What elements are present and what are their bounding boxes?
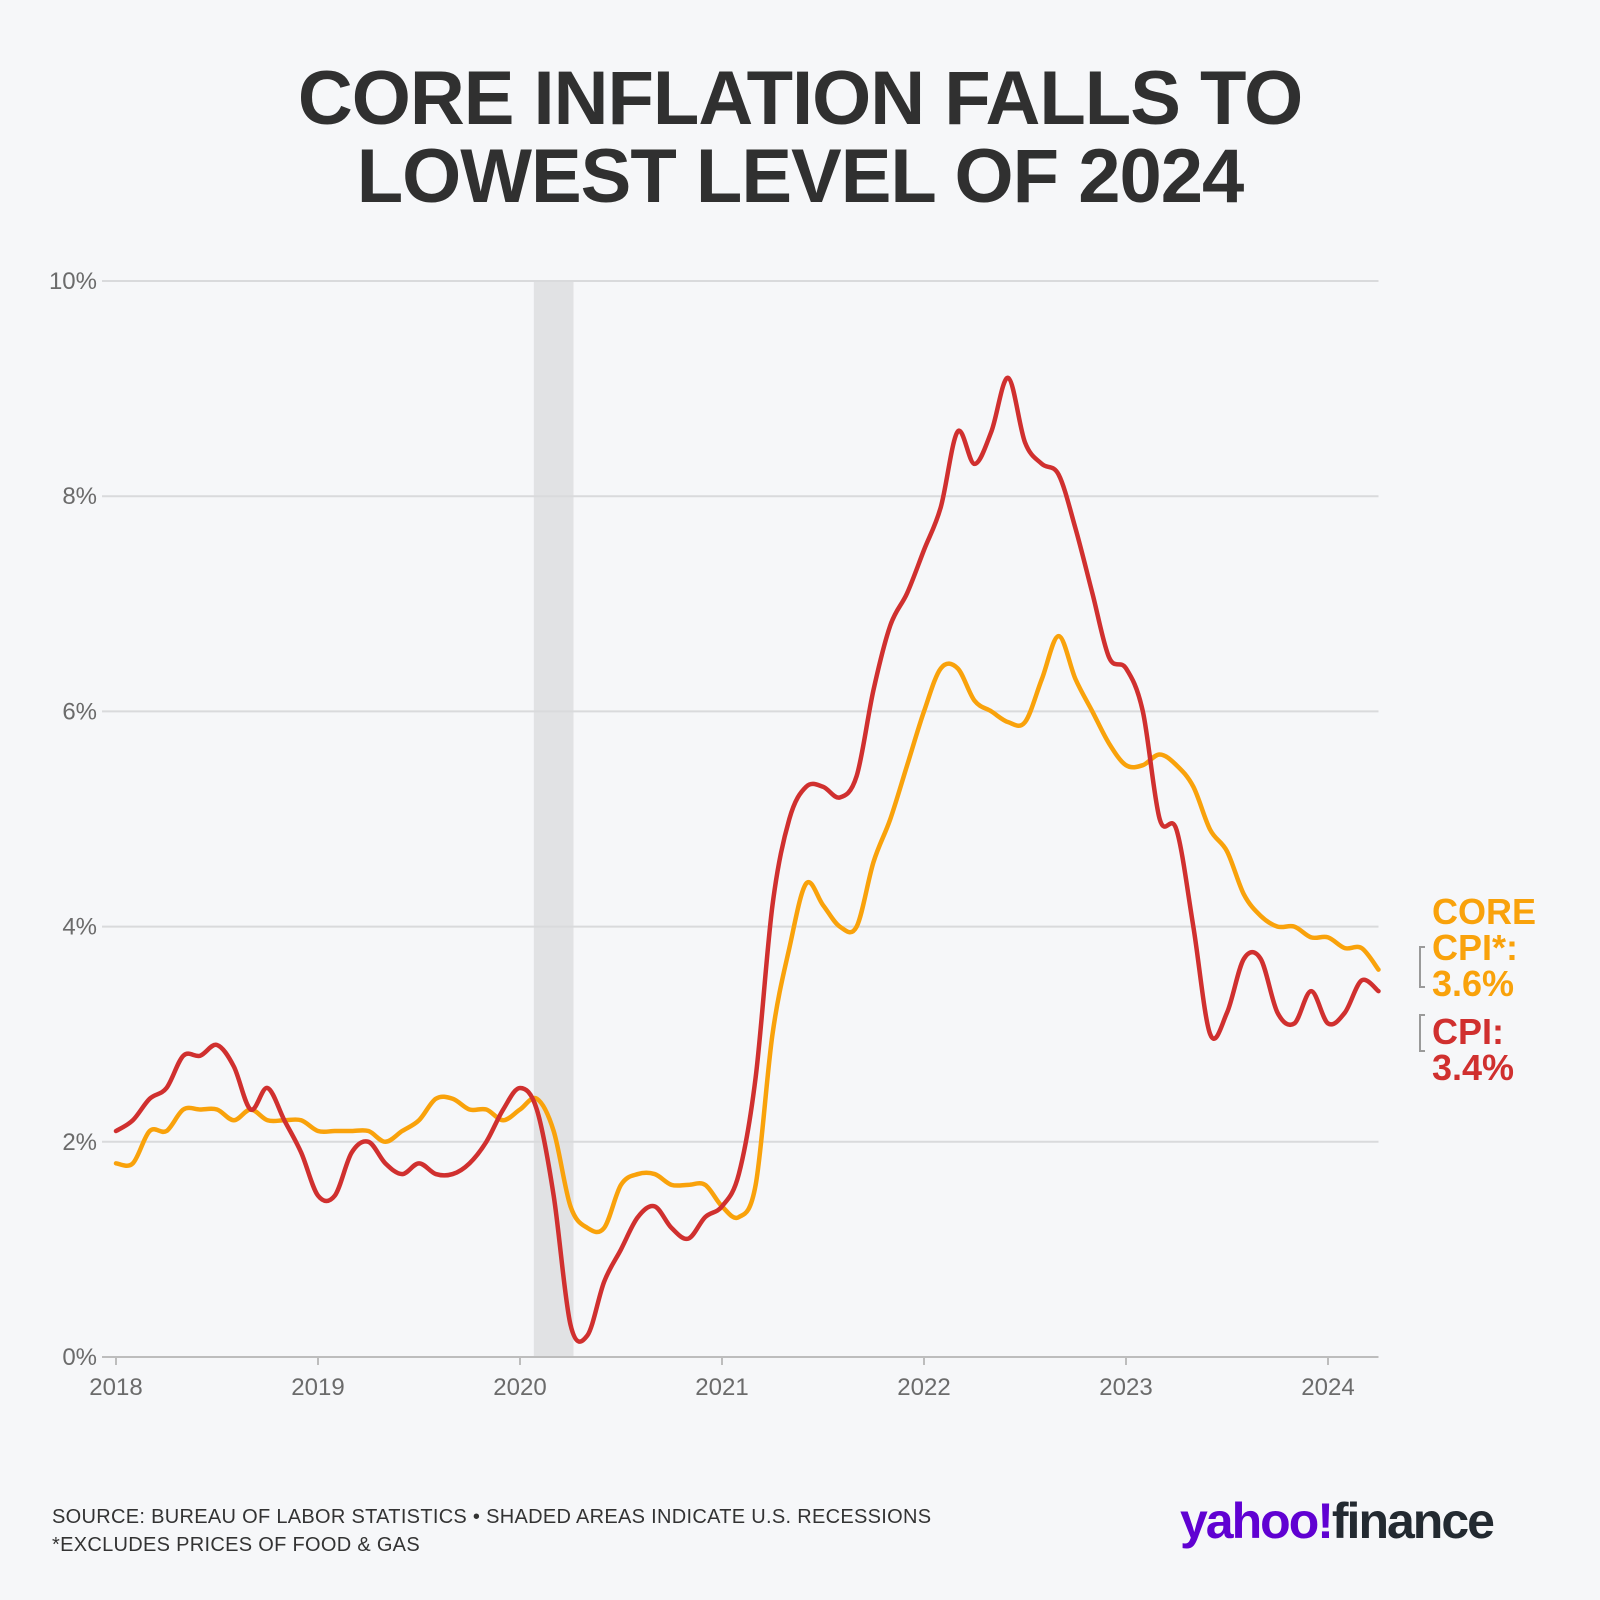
x-tick-label: 2020 (493, 1374, 546, 1401)
x-tick-label: 2019 (291, 1374, 344, 1401)
footnote: *EXCLUDES PRICES OF FOOD & GAS (52, 1534, 420, 1556)
logo-finance: finance (1331, 1493, 1495, 1549)
chart-title: CORE INFLATION FALLS TO LOWEST LEVEL OF … (0, 60, 1600, 216)
x-tick-label: 2021 (695, 1374, 748, 1401)
x-tick-label: 2024 (1301, 1374, 1354, 1401)
core-label-value: 3.6% (1432, 963, 1515, 1004)
y-tick-label: 10% (49, 268, 97, 295)
cpi-label-bracket (1419, 1014, 1425, 1052)
core-label-line: CORE (1432, 891, 1537, 932)
core-label-line: CPI*: (1432, 927, 1519, 968)
x-tick-label: 2023 (1099, 1374, 1152, 1401)
source-note: SOURCE: BUREAU OF LABOR STATISTICS • SHA… (52, 1506, 932, 1528)
footer: SOURCE: BUREAU OF LABOR STATISTICS • SHA… (52, 1503, 931, 1559)
x-tick-label: 2018 (89, 1374, 142, 1401)
y-tick-label: 4% (62, 914, 97, 941)
core-cpi-end-label: CORE CPI*: 3.6% (1432, 894, 1536, 1002)
core-cpi-line (113, 633, 1381, 1235)
cpi-label-line: CPI: (1432, 1011, 1504, 1052)
cpi-label-value: 3.4% (1432, 1047, 1515, 1088)
cpi-end-label: CPI: 3.4% (1432, 1014, 1514, 1086)
x-tick-label: 2022 (897, 1374, 950, 1401)
yahoo-finance-logo: yahoo!finance (1180, 1492, 1495, 1550)
title-line-2: LOWEST LEVEL OF 2024 (356, 134, 1245, 219)
y-tick-label: 2% (62, 1129, 97, 1156)
y-tick-label: 8% (62, 483, 97, 510)
recession-shade (533, 281, 574, 1357)
core-label-bracket (1419, 946, 1425, 988)
logo-yahoo: yahoo! (1180, 1493, 1334, 1549)
title-line-1: CORE INFLATION FALLS TO (297, 56, 1303, 141)
cpi-line (113, 375, 1381, 1344)
y-tick-label: 0% (62, 1344, 97, 1371)
y-tick-label: 6% (62, 698, 97, 725)
